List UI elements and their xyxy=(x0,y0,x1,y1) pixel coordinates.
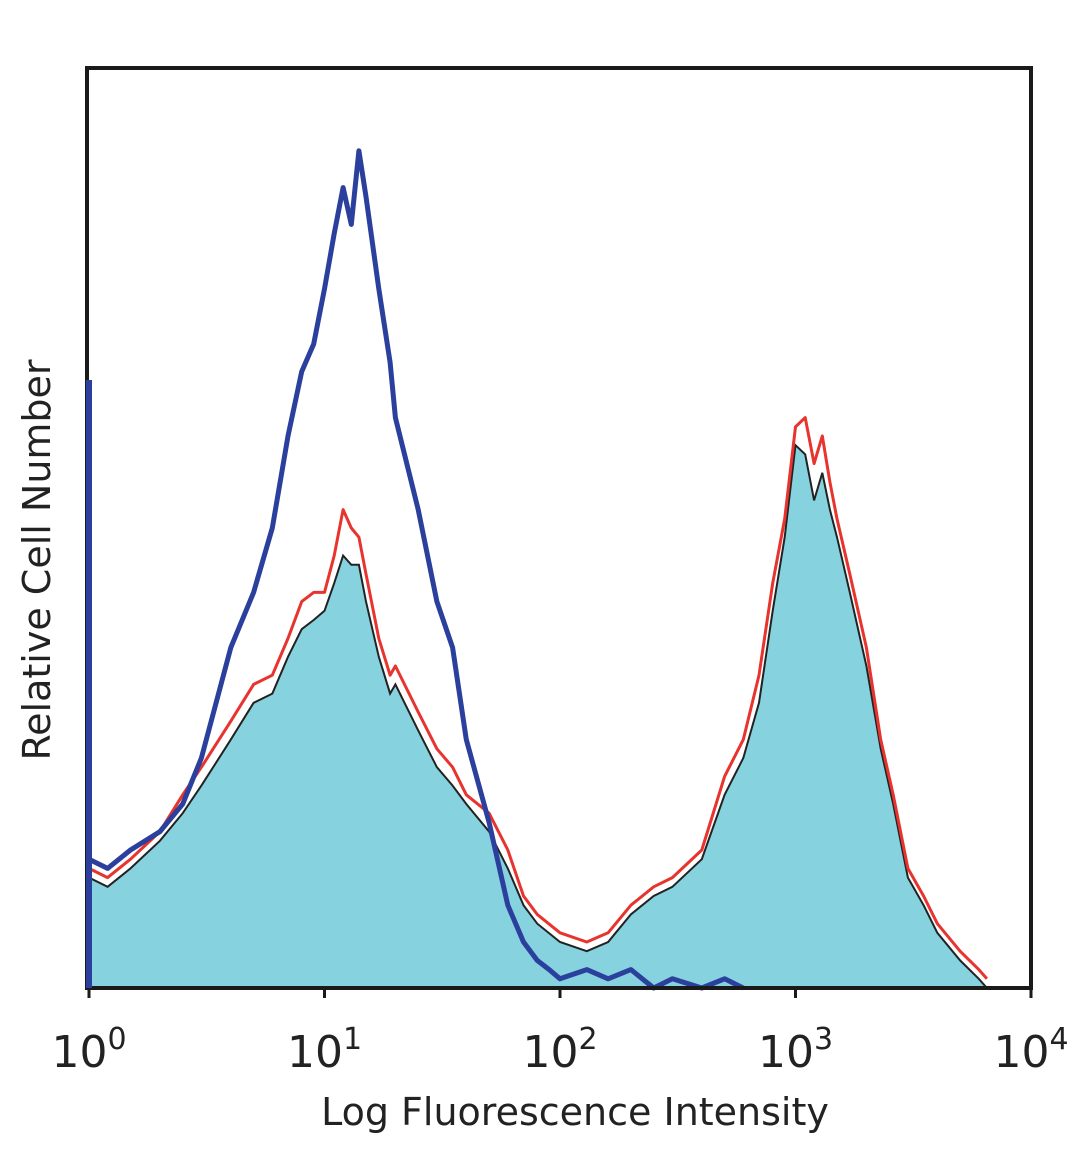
series-layer xyxy=(87,148,990,991)
x-tick-exponent: 1 xyxy=(343,1022,362,1057)
x-tick-base: 10 xyxy=(993,1027,1049,1078)
x-tick-exponent: 4 xyxy=(1049,1022,1068,1057)
x-axis-title: Log Fluorescence Intensity xyxy=(321,1090,829,1134)
series-1-line xyxy=(88,416,989,980)
y-axis-title: Relative Cell Number xyxy=(15,359,59,760)
x-tick-label-2: 102 xyxy=(522,1022,597,1078)
x-tick-2: 102 xyxy=(522,988,598,1078)
x-tick-base: 10 xyxy=(522,1027,578,1078)
x-tick-base: 10 xyxy=(51,1027,107,1078)
x-tick-1: 101 xyxy=(287,988,362,1078)
series-2-line xyxy=(87,148,745,991)
x-tick-exponent: 0 xyxy=(107,1022,126,1057)
x-tick-base: 10 xyxy=(758,1027,814,1078)
x-tick-label-0: 100 xyxy=(51,1022,126,1078)
x-tick-labels: 100 101 102 103 104 xyxy=(51,988,1069,1078)
x-tick-exponent: 2 xyxy=(578,1022,597,1057)
x-tick-label-3: 103 xyxy=(758,1022,833,1078)
x-tick-exponent: 3 xyxy=(814,1022,833,1057)
x-tick-base: 10 xyxy=(287,1027,343,1078)
x-tick-4: 104 xyxy=(993,988,1069,1078)
series-0-area xyxy=(88,443,990,989)
x-tick-3: 103 xyxy=(758,988,833,1078)
x-tick-label-1: 101 xyxy=(287,1022,362,1078)
x-tick-0: 100 xyxy=(51,988,127,1078)
x-tick-label-4: 104 xyxy=(993,1022,1068,1078)
